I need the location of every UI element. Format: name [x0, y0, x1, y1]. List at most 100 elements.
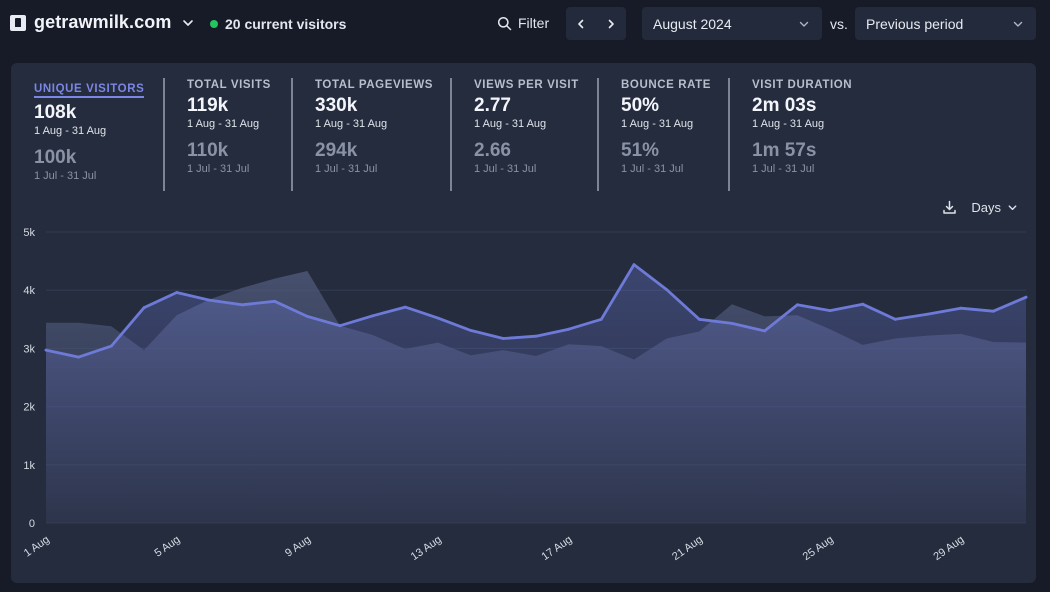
- metric-label: Total pageviews: [315, 79, 434, 91]
- data-point[interactable]: [501, 337, 505, 340]
- x-tick-label: 5 Aug: [152, 534, 182, 560]
- metric-divider: [728, 78, 730, 191]
- data-point[interactable]: [338, 324, 342, 328]
- metric-views-per-visit[interactable]: Views per visit 2.77 1 Aug - 31 Aug 2.66…: [474, 79, 579, 175]
- x-tick-label: 21 Aug: [670, 534, 705, 563]
- metric-divider: [450, 78, 452, 191]
- top-bar: getrawmilk.com 20 current visitors Filte…: [0, 0, 1050, 48]
- y-tick-label: 2k: [23, 402, 35, 414]
- data-point[interactable]: [207, 298, 211, 302]
- visitors-chart[interactable]: 0 1k 2k 3k 4k 5k 1 Aug 5 Aug 9 Aug 13 Aug 17 Aug 21…: [11, 63, 1036, 583]
- data-point[interactable]: [730, 322, 734, 325]
- metric-label: Unique visitors: [34, 83, 145, 98]
- metric-label: Visit duration: [752, 79, 853, 91]
- metric-previous-range: 1 Jul - 31 Jul: [187, 163, 250, 175]
- metric-value: 2m 03s: [752, 95, 817, 116]
- metric-total-pageviews[interactable]: Total pageviews 330k 1 Aug - 31 Aug 294k…: [315, 79, 433, 175]
- period-select[interactable]: August 2024: [642, 7, 822, 40]
- previous-period-button[interactable]: [566, 7, 596, 40]
- compare-select[interactable]: Previous period: [855, 7, 1036, 40]
- live-dot-icon: [210, 20, 218, 28]
- data-point[interactable]: [893, 317, 897, 321]
- metric-previous-value: 2.66: [474, 140, 511, 161]
- period-nav: [566, 7, 626, 40]
- data-point[interactable]: [697, 317, 701, 321]
- chevron-left-icon: [578, 19, 584, 28]
- chevron-down-icon: [1008, 205, 1017, 211]
- metric-total-visits[interactable]: Total visits 119k 1 Aug - 31 Aug 110k 1 …: [187, 79, 271, 175]
- data-point[interactable]: [665, 288, 669, 291]
- x-tick-label: 9 Aug: [283, 534, 313, 560]
- y-tick-label: 1k: [23, 460, 35, 472]
- metric-previous-value: 1m 57s: [752, 140, 817, 161]
- data-point[interactable]: [44, 348, 48, 352]
- filter-label: Filter: [518, 15, 550, 31]
- x-tick-label: 13 Aug: [409, 534, 444, 563]
- chevron-right-icon: [608, 19, 614, 28]
- y-tick-label: 4k: [23, 285, 35, 297]
- data-point[interactable]: [469, 329, 473, 332]
- data-point[interactable]: [632, 263, 636, 266]
- metric-visit-duration[interactable]: Visit duration 2m 03s 1 Aug - 31 Aug 1m …: [752, 79, 852, 175]
- data-point[interactable]: [828, 309, 832, 312]
- site-switcher[interactable]: getrawmilk.com: [10, 12, 195, 33]
- metric-divider: [291, 78, 293, 191]
- x-tick-label: 17 Aug: [539, 534, 574, 563]
- site-favicon-icon: [10, 14, 26, 31]
- metric-range: 1 Aug - 31 Aug: [474, 118, 547, 130]
- search-icon: [497, 16, 512, 30]
- data-point[interactable]: [142, 306, 146, 310]
- data-point[interactable]: [534, 334, 538, 338]
- data-point[interactable]: [991, 309, 995, 313]
- data-point[interactable]: [926, 312, 930, 316]
- data-point[interactable]: [175, 291, 179, 294]
- metric-value: 119k: [187, 95, 229, 116]
- metric-label: Views per visit: [474, 79, 579, 91]
- current-visitors-label: 20 current visitors: [225, 16, 347, 32]
- data-point[interactable]: [861, 302, 865, 306]
- data-point[interactable]: [795, 303, 799, 307]
- metric-previous-value: 100k: [34, 147, 77, 168]
- metric-previous-range: 1 Jul - 31 Jul: [34, 170, 97, 182]
- chart-tools: Days: [942, 200, 1018, 215]
- metric-bounce-rate[interactable]: Bounce rate 50% 1 Aug - 31 Aug 51% 1 Jul…: [621, 79, 711, 175]
- data-point[interactable]: [273, 299, 277, 303]
- download-icon[interactable]: [942, 200, 957, 215]
- current-visitors[interactable]: 20 current visitors: [210, 16, 346, 32]
- data-point[interactable]: [109, 344, 113, 348]
- data-point[interactable]: [567, 327, 571, 331]
- metric-range: 1 Aug - 31 Aug: [187, 118, 260, 130]
- data-point[interactable]: [305, 315, 309, 318]
- x-tick-label: 25 Aug: [801, 534, 836, 563]
- chevron-down-icon: [183, 19, 194, 26]
- next-period-button[interactable]: [596, 7, 626, 40]
- data-point[interactable]: [959, 306, 963, 310]
- data-point[interactable]: [599, 317, 603, 321]
- data-point[interactable]: [371, 314, 375, 318]
- metric-previous-range: 1 Jul - 31 Jul: [315, 163, 378, 175]
- metric-divider: [163, 78, 165, 191]
- metric-previous-range: 1 Jul - 31 Jul: [752, 163, 815, 175]
- y-tick-label: 0: [29, 518, 35, 530]
- metric-value: 2.77: [474, 95, 511, 116]
- metric-value: 108k: [34, 102, 77, 123]
- data-point[interactable]: [403, 305, 407, 309]
- metric-range: 1 Aug - 31 Aug: [752, 118, 825, 130]
- filter-button[interactable]: Filter: [497, 15, 549, 31]
- data-point[interactable]: [1024, 295, 1028, 299]
- data-point[interactable]: [77, 355, 81, 359]
- metric-previous-value: 51%: [621, 140, 660, 161]
- metric-range: 1 Aug - 31 Aug: [34, 125, 107, 137]
- metric-previous-range: 1 Jul - 31 Jul: [621, 163, 684, 175]
- metric-previous-value: 110k: [187, 140, 229, 161]
- y-tick-label: 3k: [23, 343, 35, 355]
- interval-value: Days: [971, 200, 1001, 215]
- data-point[interactable]: [763, 329, 767, 333]
- data-point[interactable]: [240, 303, 244, 307]
- compare-value: Previous period: [866, 15, 964, 32]
- metric-unique-visitors[interactable]: Unique visitors 108k 1 Aug - 31 Aug 100k…: [34, 79, 145, 182]
- metric-previous-value: 294k: [315, 140, 358, 161]
- data-point[interactable]: [436, 316, 440, 320]
- interval-select[interactable]: Days: [971, 200, 1018, 215]
- metric-value: 330k: [315, 95, 358, 116]
